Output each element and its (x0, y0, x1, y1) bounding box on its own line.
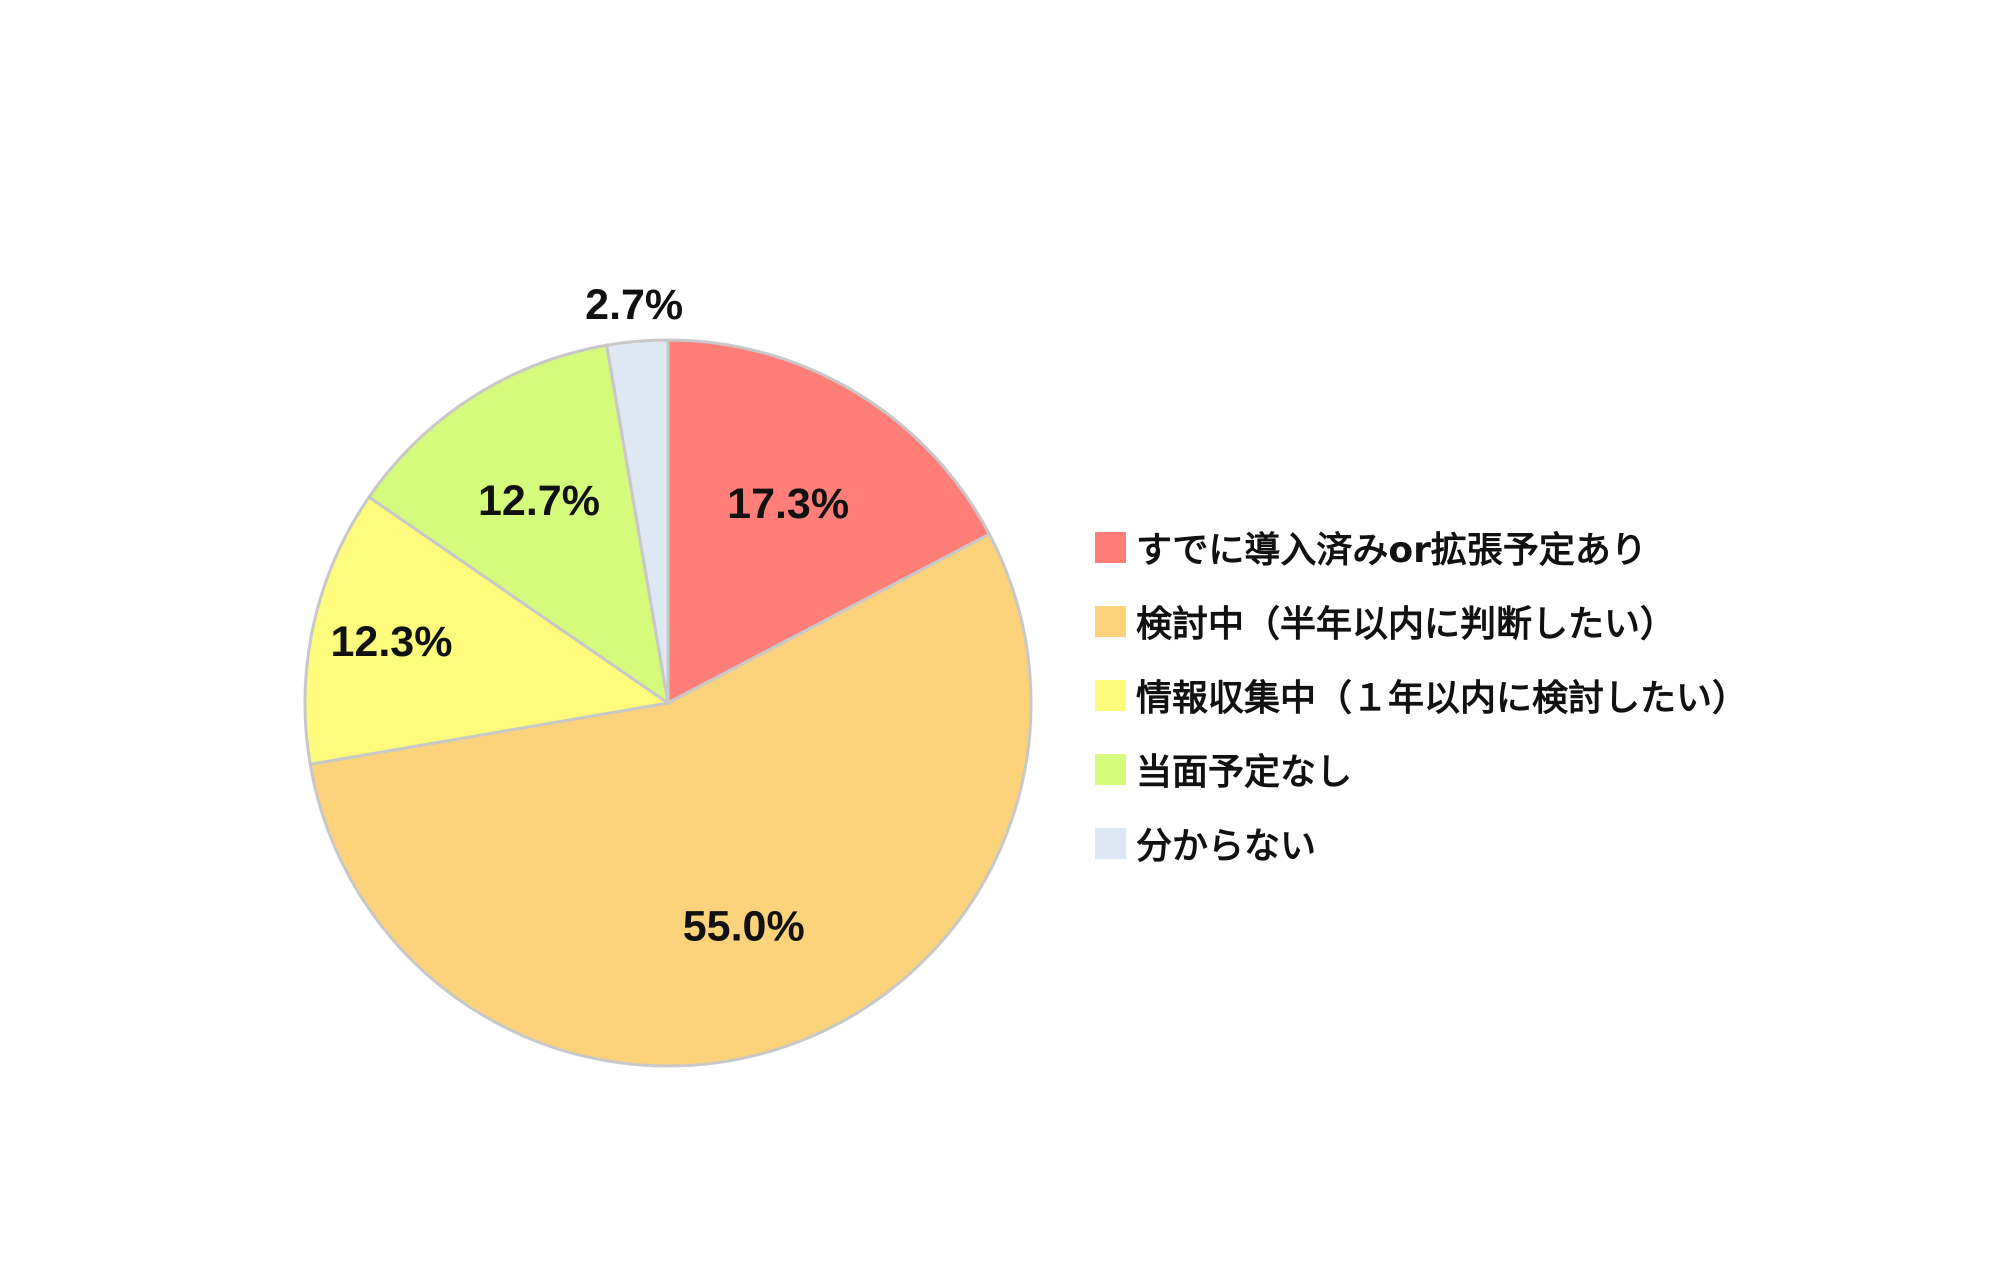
legend-label-installed: すでに導入済みor拡張予定あり (1136, 530, 1647, 571)
data-label-unknown: 2.7% (585, 281, 683, 329)
legend-label-no-plans: 当面予定なし (1136, 752, 1353, 793)
pie-slice-unknown (604, 338, 670, 704)
legend-swatch-no-plans (1095, 753, 1126, 785)
pie-slice-considering (308, 532, 1033, 1068)
legend-label-considering: 検討中（半年以内に判断したい） (1136, 604, 1677, 645)
legend-item-gathering-info: 情報収集中（１年以内に検討したい） (1095, 658, 1748, 732)
legend-item-considering: 検討中（半年以内に判断したい） (1095, 584, 1748, 658)
legend-swatch-unknown (1095, 827, 1126, 859)
legend-label-gathering-info: 情報収集中（１年以内に検討したい） (1136, 678, 1749, 719)
pie-slice-no-plans (366, 343, 671, 707)
legend-item-unknown: 分からない (1095, 806, 1748, 880)
legend-swatch-installed (1095, 531, 1126, 563)
legend-item-installed: すでに導入済みor拡張予定あり (1095, 510, 1748, 584)
legend-swatch-considering (1095, 605, 1126, 637)
data-label-installed: 17.3% (727, 480, 849, 528)
data-label-gathering-info: 12.3% (331, 618, 453, 666)
legend-item-no-plans: 当面予定なし (1095, 732, 1748, 806)
pie-slice-installed (666, 338, 992, 706)
data-label-considering: 55.0% (683, 902, 805, 950)
data-label-no-plans: 12.7% (478, 477, 600, 525)
legend: すでに導入済みor拡張予定あり 検討中（半年以内に判断したい） 情報収集中（１年… (1095, 510, 1748, 880)
legend-label-unknown: 分からない (1136, 826, 1317, 867)
legend-swatch-gathering-info (1095, 679, 1126, 711)
pie-slice-gathering-info (303, 494, 672, 767)
